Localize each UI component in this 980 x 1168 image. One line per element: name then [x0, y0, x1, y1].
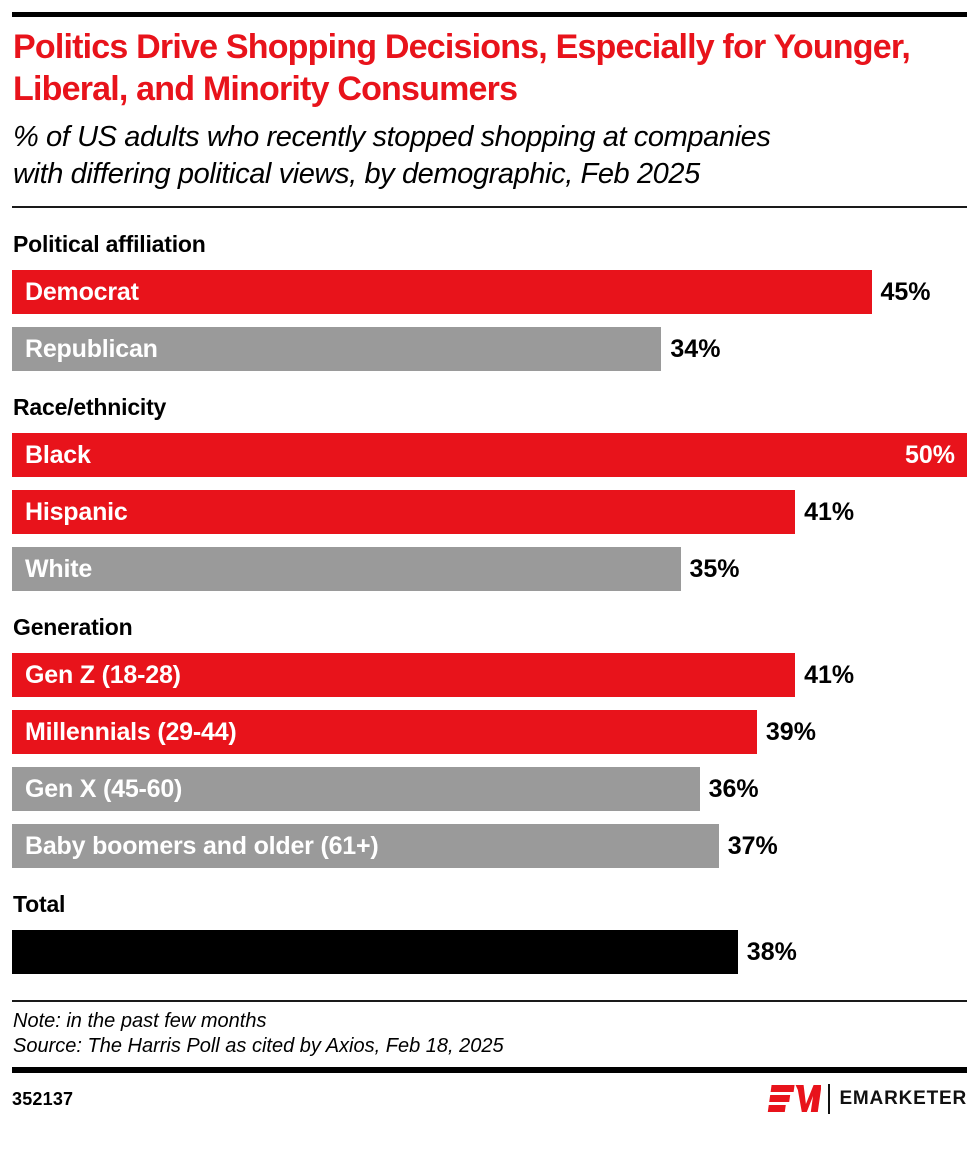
bar-value: 50%: [904, 440, 955, 469]
bar-value: 41%: [804, 660, 855, 689]
bar: White: [12, 547, 681, 591]
bar: [12, 930, 738, 974]
group-header: Race/ethnicity: [13, 394, 167, 420]
bar-label: Millennials (29-44): [25, 717, 237, 746]
chart-page: Politics Drive Shopping Decisions, Espec…: [12, 12, 967, 1117]
bar-row: Gen Z (18-28) 41%: [12, 653, 967, 697]
group-bars: 38%: [12, 930, 967, 974]
bar-row: Gen X (45-60) 36%: [12, 767, 967, 811]
bar-value: 35%: [689, 554, 740, 583]
logo-divider-icon: [828, 1084, 831, 1114]
chart-title: Politics Drive Shopping Decisions, Espec…: [13, 28, 911, 108]
bar-label: Baby boomers and older (61+): [25, 831, 379, 860]
group-header: Total: [13, 891, 66, 917]
group-header: Political affiliation: [13, 231, 206, 257]
group-bars: Black 50% Hispanic 41% White 35%: [12, 433, 967, 591]
emarketer-logo: EMARKETER: [759, 1082, 967, 1116]
em-monogram-icon: [768, 1085, 822, 1112]
chart-note: Note: in the past few months: [13, 1010, 267, 1032]
bar-row: 38%: [12, 930, 967, 974]
group-header: Generation: [13, 614, 133, 640]
bar-label: Gen X (45-60): [25, 774, 183, 803]
bar: Baby boomers and older (61+): [12, 824, 719, 868]
bar-value: 36%: [708, 774, 759, 803]
bar-row: Democrat 45%: [12, 270, 967, 314]
bar-label: Democrat: [25, 277, 139, 306]
group-section: Generation Gen Z (18-28) 41% Millennials…: [12, 615, 967, 868]
bar-row: Millennials (29-44) 39%: [12, 710, 967, 754]
bar-label: Republican: [25, 334, 158, 363]
chart-subtitle: % of US adults who recently stopped shop…: [13, 121, 771, 190]
bar: Gen X (45-60): [12, 767, 700, 811]
group-bars: Democrat 45% Republican 34%: [12, 270, 967, 371]
bar-value: 39%: [765, 717, 816, 746]
group-section: Total 38%: [12, 892, 967, 974]
bar-value: 45%: [880, 277, 931, 306]
bar-value: 37%: [727, 831, 778, 860]
bar-label: Black: [25, 440, 91, 469]
bar: Millennials (29-44): [12, 710, 757, 754]
chart: Political affiliation Democrat 45% Repub…: [12, 232, 967, 974]
bar-row: Baby boomers and older (61+) 37%: [12, 824, 967, 868]
bar-label: White: [25, 554, 93, 583]
header-divider: [12, 206, 967, 208]
logo-wordmark: EMARKETER: [839, 1088, 967, 1109]
group-section: Race/ethnicity Black 50% Hispanic 41% Wh…: [12, 395, 967, 591]
bar: Gen Z (18-28): [12, 653, 796, 697]
bar-value: 41%: [804, 497, 855, 526]
bar-label: Gen Z (18-28): [25, 660, 181, 689]
bar-value: 34%: [670, 334, 721, 363]
bar-value: 38%: [746, 937, 797, 966]
bar: Democrat: [12, 270, 872, 314]
bar: Black 50%: [12, 433, 967, 477]
group-section: Political affiliation Democrat 45% Repub…: [12, 232, 967, 371]
bar-row: Black 50%: [12, 433, 967, 477]
bar-row: Republican 34%: [12, 327, 967, 371]
group-bars: Gen Z (18-28) 41% Millennials (29-44) 39…: [12, 653, 967, 868]
bar-row: White 35%: [12, 547, 967, 591]
bar: Hispanic: [12, 490, 796, 534]
bottom-rule: [12, 1067, 967, 1073]
top-rule: [12, 12, 967, 17]
chart-source: Source: The Harris Poll as cited by Axio…: [13, 1035, 504, 1057]
footer-bar: 352137 EMARKETER: [12, 1081, 967, 1117]
bar-label: Hispanic: [25, 497, 128, 526]
bar-row: Hispanic 41%: [12, 490, 967, 534]
bar: Republican: [12, 327, 662, 371]
footer-divider: [12, 1000, 967, 1002]
chart-id: 352137: [12, 1088, 74, 1109]
